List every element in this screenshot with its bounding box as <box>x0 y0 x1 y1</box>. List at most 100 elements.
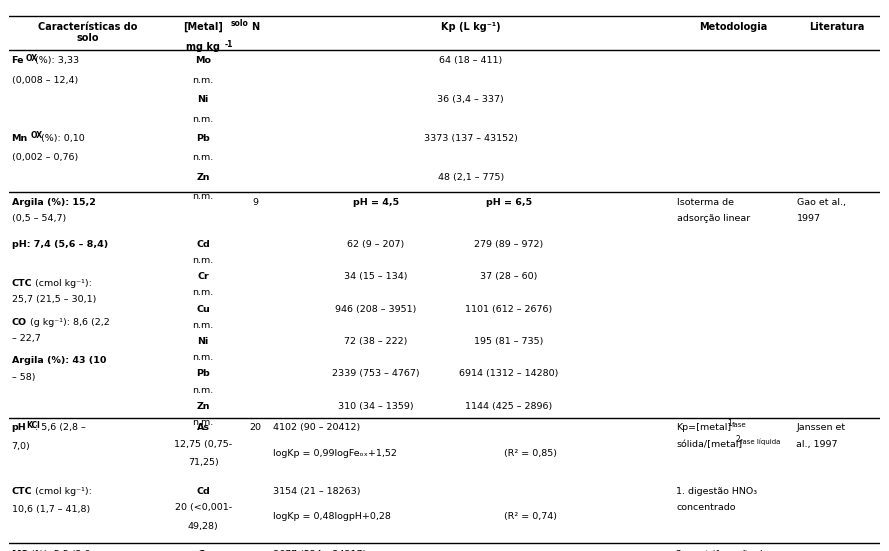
Text: 10,6 (1,7 – 41,8): 10,6 (1,7 – 41,8) <box>12 505 90 514</box>
Text: 1. digestão HNO₃: 1. digestão HNO₃ <box>677 487 757 496</box>
Text: 310 (34 – 1359): 310 (34 – 1359) <box>338 402 413 411</box>
Text: n.m.: n.m. <box>193 256 213 265</box>
Text: (g kg⁻¹): 8,6 (2,2: (g kg⁻¹): 8,6 (2,2 <box>28 317 110 327</box>
Text: – 22,7: – 22,7 <box>12 334 40 343</box>
Text: Isoterma de: Isoterma de <box>677 198 734 207</box>
Text: (cmol kg⁻¹):: (cmol kg⁻¹): <box>31 279 92 288</box>
Text: [Metal]: [Metal] <box>183 21 223 32</box>
Text: Mn: Mn <box>12 134 28 143</box>
Text: Zn: Zn <box>196 173 210 182</box>
Text: As: As <box>196 424 210 433</box>
Text: (R² = 0,74): (R² = 0,74) <box>504 512 557 521</box>
Text: pH: 7,4 (5,6 – 8,4): pH: 7,4 (5,6 – 8,4) <box>12 240 108 249</box>
Text: (0,008 – 12,4): (0,008 – 12,4) <box>12 75 77 85</box>
Text: N: N <box>252 21 260 32</box>
Text: 48 (2,1 – 775): 48 (2,1 – 775) <box>437 173 504 182</box>
Text: pH = 6,5: pH = 6,5 <box>486 198 533 207</box>
Text: KCl: KCl <box>27 421 40 430</box>
Text: n.m.: n.m. <box>193 75 213 85</box>
Text: n.m.: n.m. <box>193 353 213 362</box>
Text: 1101 (612 – 2676): 1101 (612 – 2676) <box>466 305 553 314</box>
Text: 1997: 1997 <box>797 214 821 223</box>
Text: (0,5 – 54,7): (0,5 – 54,7) <box>12 214 66 223</box>
Text: 3154 (21 – 18263): 3154 (21 – 18263) <box>273 487 360 496</box>
Text: CTC: CTC <box>12 487 32 496</box>
Text: n.m.: n.m. <box>193 154 213 163</box>
Text: OX: OX <box>26 53 37 63</box>
Text: 8677 (524 – 24217): 8677 (524 – 24217) <box>273 550 366 551</box>
Text: 946 (208 – 3951): 946 (208 – 3951) <box>335 305 416 314</box>
Text: – 58): – 58) <box>12 372 35 382</box>
Text: -1: -1 <box>225 40 233 48</box>
Text: 20: 20 <box>250 424 261 433</box>
Text: Cd: Cd <box>196 240 210 249</box>
Text: Literatura: Literatura <box>809 21 864 32</box>
Text: solo: solo <box>231 19 249 28</box>
Text: fase líquida: fase líquida <box>740 439 781 445</box>
Text: n.m.: n.m. <box>193 386 213 395</box>
Text: fase: fase <box>732 423 747 428</box>
Text: Ni: Ni <box>197 337 209 346</box>
Text: CTC: CTC <box>12 279 32 288</box>
Text: 34 (15 – 134): 34 (15 – 134) <box>344 272 407 281</box>
Text: logKp = 0,99logFeₒₓ+1,52: logKp = 0,99logFeₒₓ+1,52 <box>273 449 396 458</box>
Text: mg kg: mg kg <box>186 42 220 52</box>
Text: Cu: Cu <box>196 305 210 314</box>
Text: 2. centrifugação da: 2. centrifugação da <box>677 550 769 551</box>
Text: 37 (28 – 60): 37 (28 – 60) <box>480 272 538 281</box>
Text: concentrado: concentrado <box>677 503 736 512</box>
Text: Gao et al.,: Gao et al., <box>797 198 846 207</box>
Text: Cr: Cr <box>197 550 209 551</box>
Text: Kp (L kg⁻¹): Kp (L kg⁻¹) <box>441 21 501 32</box>
Text: Pb: Pb <box>196 370 210 379</box>
Text: 9: 9 <box>252 198 259 207</box>
Text: n.m.: n.m. <box>193 115 213 123</box>
Text: 62 (9 – 207): 62 (9 – 207) <box>347 240 404 249</box>
Text: Ni: Ni <box>197 95 209 104</box>
Text: CO: CO <box>12 317 27 327</box>
Text: 2339 (753 – 4767): 2339 (753 – 4767) <box>332 370 420 379</box>
Text: Cr: Cr <box>197 272 209 281</box>
Text: logKp = 0,48logpH+0,28: logKp = 0,48logpH+0,28 <box>273 512 391 521</box>
Text: OX: OX <box>30 131 43 141</box>
Text: Cd: Cd <box>196 487 210 496</box>
Text: 7,0): 7,0) <box>12 442 30 451</box>
Text: 1144 (425 – 2896): 1144 (425 – 2896) <box>466 402 553 411</box>
Text: 72 (38 – 222): 72 (38 – 222) <box>344 337 407 346</box>
Text: Mo: Mo <box>196 56 212 65</box>
Text: 1: 1 <box>727 419 733 428</box>
Text: 3373 (137 – 43152): 3373 (137 – 43152) <box>424 134 517 143</box>
Text: n.m.: n.m. <box>193 321 213 330</box>
Text: 49,28): 49,28) <box>188 521 219 531</box>
Text: (R² = 0,85): (R² = 0,85) <box>504 449 557 458</box>
Text: Pb: Pb <box>196 134 210 143</box>
Text: pH = 4,5: pH = 4,5 <box>353 198 398 207</box>
Text: (cmol kg⁻¹):: (cmol kg⁻¹): <box>31 487 92 496</box>
Text: Argila (%): 43 (10: Argila (%): 43 (10 <box>12 356 106 365</box>
Text: sólida/[metal]: sólida/[metal] <box>677 440 742 449</box>
Text: Zn: Zn <box>196 402 210 411</box>
Text: 2: 2 <box>735 435 741 444</box>
Text: (%): 0,10: (%): 0,10 <box>37 134 84 143</box>
Text: (0,002 – 0,76): (0,002 – 0,76) <box>12 154 77 163</box>
Text: Argila (%): 15,2: Argila (%): 15,2 <box>12 198 95 207</box>
Text: 12,75 (0,75-: 12,75 (0,75- <box>174 440 232 449</box>
Text: pH: pH <box>12 424 27 433</box>
Text: MO: MO <box>12 550 29 551</box>
Text: Características do
solo: Características do solo <box>38 21 138 44</box>
Text: 25,7 (21,5 – 30,1): 25,7 (21,5 – 30,1) <box>12 295 96 304</box>
Text: (%): 3,33: (%): 3,33 <box>32 56 79 65</box>
Text: Metodologia: Metodologia <box>699 21 767 32</box>
Text: Fe: Fe <box>12 56 24 65</box>
Text: 6914 (1312 – 14280): 6914 (1312 – 14280) <box>460 370 558 379</box>
Text: n.m.: n.m. <box>193 418 213 427</box>
Text: 36 (3,4 – 337): 36 (3,4 – 337) <box>437 95 504 104</box>
Text: : 5,6 (2,8 –: : 5,6 (2,8 – <box>35 424 85 433</box>
Text: (%): 5,5 (2,0 –: (%): 5,5 (2,0 – <box>28 550 99 551</box>
Text: adsorção linear: adsorção linear <box>677 214 750 223</box>
Text: n.m.: n.m. <box>193 289 213 298</box>
Text: 20 (<0,001-: 20 (<0,001- <box>174 503 232 512</box>
Text: 71,25): 71,25) <box>188 458 219 467</box>
Text: 64 (18 – 411): 64 (18 – 411) <box>439 56 502 65</box>
Text: al., 1997: al., 1997 <box>797 440 838 449</box>
